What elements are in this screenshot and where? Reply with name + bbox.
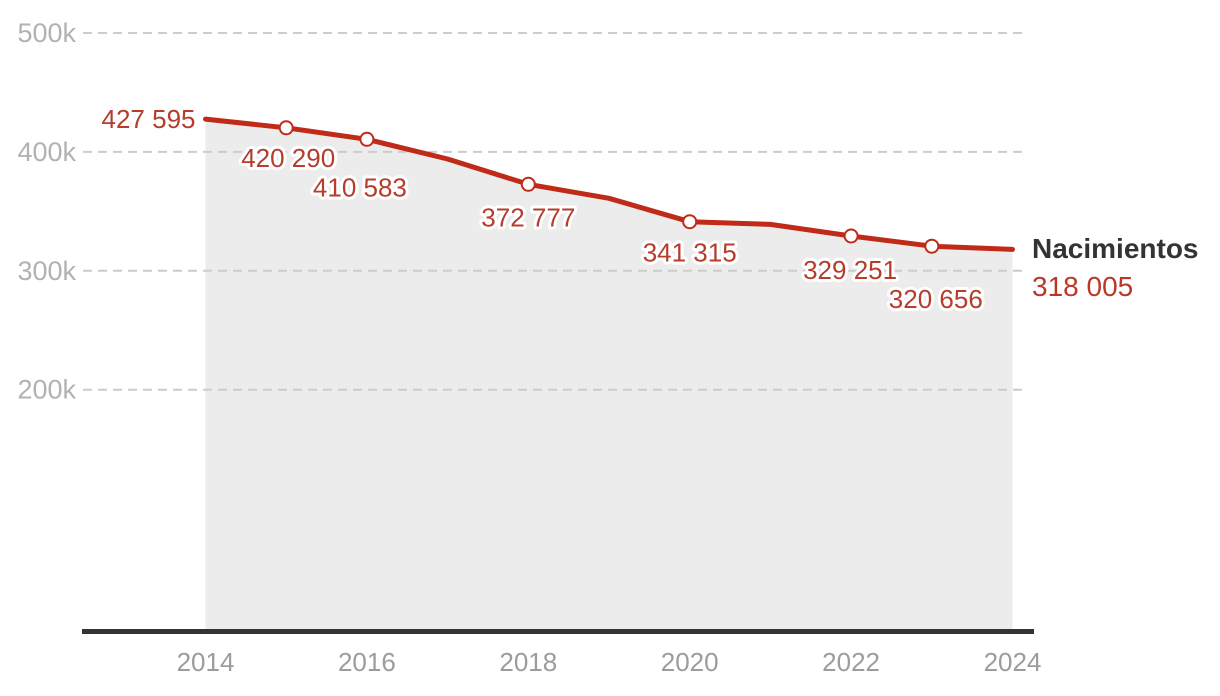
data-point-label-2022: 329 251	[803, 255, 897, 285]
data-point-marker-2020	[682, 214, 698, 230]
data-point-marker-2022	[843, 228, 859, 244]
data-point-label-2020: 341 315	[643, 238, 737, 268]
x-axis-label-2022: 2022	[822, 647, 880, 677]
data-point-label-2015: 420 290	[241, 143, 335, 173]
y-axis-label-200k: 200k	[17, 375, 76, 405]
y-axis-label-300k: 300k	[17, 256, 76, 286]
series-final-value: 318 005	[1032, 270, 1134, 302]
x-axis-line	[82, 629, 1034, 634]
x-axis-label-2018: 2018	[499, 647, 557, 677]
x-axis-label-2014: 2014	[177, 647, 235, 677]
series-label: Nacimientos	[1032, 233, 1199, 264]
line-end-legend: Nacimientos 318 005	[1032, 233, 1199, 303]
y-axis-label-500k: 500k	[17, 18, 76, 48]
data-point-label-2014: 427 595	[102, 104, 196, 134]
x-axis-label-2016: 2016	[338, 647, 396, 677]
data-point-marker-2015	[278, 120, 294, 136]
births-trend-line	[203, 116, 1015, 252]
y-axis-label-400k: 400k	[17, 137, 76, 167]
data-point-label-2018: 372 777	[481, 202, 575, 232]
area-fill	[205, 119, 1013, 631]
x-axis-label-2020: 2020	[661, 647, 719, 677]
data-point-marker-2023	[924, 238, 940, 254]
data-point-label-2016: 410 583	[313, 172, 407, 202]
data-point-label-2023: 320 656	[889, 284, 983, 314]
x-axis-label-2024: 2024	[984, 647, 1042, 677]
data-point-marker-2018	[520, 176, 536, 192]
data-point-marker-2016	[359, 131, 375, 147]
